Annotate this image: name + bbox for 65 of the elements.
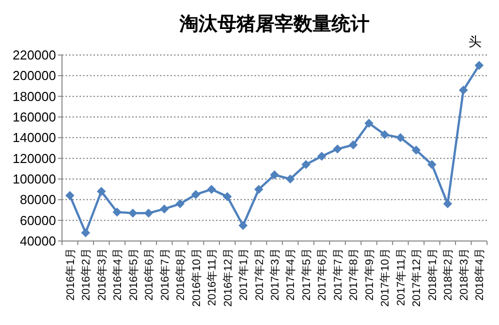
point	[222, 192, 232, 202]
point	[176, 199, 185, 208]
x-tick-label: 2016年10月	[190, 248, 203, 307]
x-tick-label: 2018年2月	[442, 248, 455, 301]
x-tick-label: 2016年8月	[175, 248, 188, 301]
x-tick-label: 2016年4月	[112, 248, 124, 301]
x-tick-label: 2017年10月	[380, 248, 392, 307]
x-tick-label: 2017年11月	[395, 248, 408, 306]
y-tick-label: 80000	[20, 192, 56, 208]
x-tick-label: 2016年3月	[96, 248, 108, 301]
point	[364, 118, 374, 128]
point	[427, 160, 436, 170]
x-tick-label: 2017年7月	[332, 248, 344, 301]
x-tick-label: 2017年6月	[316, 248, 329, 301]
y-tick-label: 200000	[12, 68, 56, 84]
point	[191, 190, 200, 199]
x-tick-label: 2016年2月	[80, 248, 93, 301]
x-tick-label: 2016年5月	[128, 248, 140, 301]
x-tick-label: 2018年1月	[426, 248, 439, 301]
point	[348, 140, 358, 150]
x-tick-label: 2016年12月	[222, 248, 234, 307]
y-tick-label: 40000	[20, 234, 56, 248]
x-tick-label: 2017年8月	[348, 248, 360, 301]
x-tick-label: 2016年6月	[144, 248, 156, 301]
x-tick-label: 2016年11月	[206, 248, 219, 306]
point	[144, 208, 154, 218]
x-tick-label: 2017年9月	[364, 248, 376, 301]
point	[412, 146, 421, 155]
point	[96, 186, 106, 196]
y-tick-label: 140000	[12, 130, 56, 146]
y-tick-label: 60000	[20, 212, 56, 228]
point	[128, 208, 138, 218]
point	[81, 228, 90, 238]
point	[332, 144, 342, 154]
point	[112, 208, 122, 217]
point	[207, 184, 216, 194]
text: 头	[468, 34, 482, 49]
x-tick-label: 2017年2月	[254, 248, 266, 301]
x-tick-label: 2017年1月	[238, 248, 250, 301]
point	[160, 204, 169, 214]
chart-title: 淘汰母猪屠宰数量统计	[178, 13, 370, 35]
x-tick-label: 2018年3月	[458, 248, 470, 301]
y-tick-label: 100000	[12, 172, 56, 186]
point	[270, 170, 279, 180]
x-tick-label: 2016年7月	[159, 248, 172, 301]
point	[301, 160, 310, 170]
x-tick-label: 2017年3月	[270, 248, 282, 301]
x-tick-label: 2017年12月	[411, 248, 424, 307]
point	[254, 184, 264, 194]
point	[238, 221, 248, 230]
point	[65, 191, 74, 200]
x-tick-label: 2017年5月	[300, 248, 313, 301]
y-tick-label: 120000	[12, 150, 56, 166]
point	[380, 130, 390, 140]
y-tick-label: 160000	[12, 110, 56, 124]
point	[286, 174, 295, 184]
y-tick-label: 180000	[12, 88, 56, 104]
point	[396, 133, 405, 142]
x-tick-label: 2017年4月	[285, 248, 298, 301]
x-tick-label: 2016年1月	[64, 248, 77, 301]
point	[458, 86, 468, 95]
y-tick-label: 220000	[12, 48, 56, 62]
point	[317, 152, 326, 161]
point	[474, 60, 484, 70]
x-tick-label: 2018年4月	[474, 248, 486, 301]
